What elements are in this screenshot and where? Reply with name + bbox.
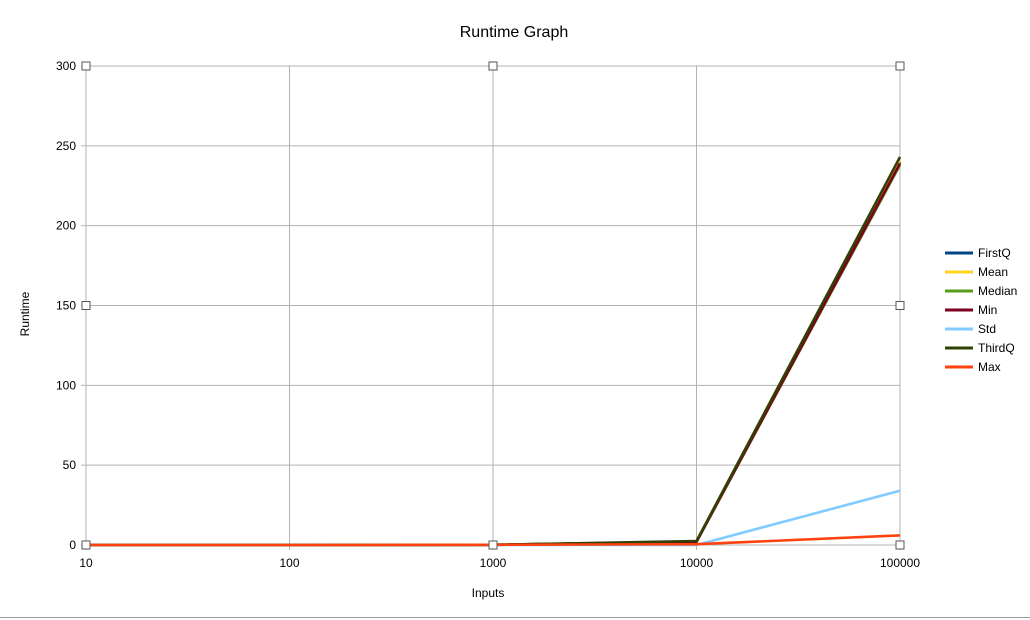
y-axis-label: Runtime	[18, 291, 32, 336]
x-tick-label: 10000	[680, 556, 714, 570]
selection-handle[interactable]	[895, 540, 905, 550]
legend-label: Median	[978, 284, 1017, 298]
legend-label: FirstQ	[978, 246, 1011, 260]
legend-entry-thirdq: ThirdQ	[945, 341, 1015, 355]
x-tick-label: 10	[79, 556, 93, 570]
y-tick-label: 150	[56, 299, 76, 313]
x-tick-label: 100000	[880, 556, 920, 570]
y-tick-label: 0	[69, 538, 76, 552]
x-axis-label: Inputs	[472, 586, 505, 600]
y-tick-label: 300	[56, 59, 76, 73]
selection-handle[interactable]	[488, 61, 498, 71]
selection-handle[interactable]	[488, 540, 498, 550]
legend-label: Max	[978, 360, 1001, 374]
legend-label: Min	[978, 303, 997, 317]
y-tick-label: 250	[56, 139, 76, 153]
legend-entry-firstq: FirstQ	[945, 246, 1011, 260]
legend-entry-std: Std	[945, 322, 996, 336]
x-tick-label: 100	[279, 556, 299, 570]
x-axis: 10 100 1000 10000 100000	[79, 545, 920, 570]
y-axis: 0 50 100 150 200 250 300	[56, 59, 86, 552]
legend-label: ThirdQ	[978, 341, 1015, 355]
legend-entry-mean: Mean	[945, 265, 1008, 279]
window-edge-divider	[0, 617, 1030, 618]
y-tick-label: 100	[56, 378, 76, 392]
selection-handle[interactable]	[81, 540, 91, 550]
legend-entry-max: Max	[945, 360, 1001, 374]
y-tick-label: 50	[63, 458, 77, 472]
selection-handles	[81, 61, 905, 550]
legend-label: Mean	[978, 265, 1008, 279]
y-tick-label: 200	[56, 219, 76, 233]
legend: FirstQ Mean Median Min Std ThirdQ Max	[945, 246, 1017, 374]
selection-handle[interactable]	[895, 61, 905, 71]
x-tick-label: 1000	[480, 556, 507, 570]
legend-entry-min: Min	[945, 303, 997, 317]
selection-handle[interactable]	[895, 301, 905, 310]
chart-title: Runtime Graph	[460, 24, 569, 41]
selection-handle[interactable]	[81, 61, 91, 71]
legend-label: Std	[978, 322, 996, 336]
legend-entry-median: Median	[945, 284, 1017, 298]
grid	[85, 65, 901, 546]
selection-handle[interactable]	[81, 301, 91, 310]
